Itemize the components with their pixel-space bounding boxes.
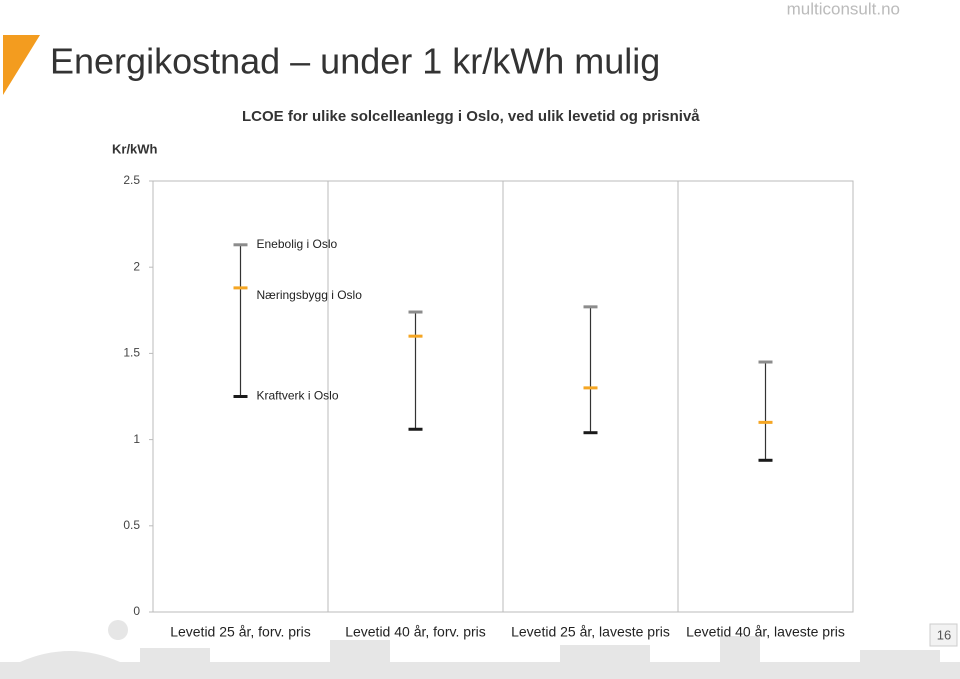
y-tick-label: 0 bbox=[133, 604, 140, 618]
slide-title: Energikostnad – under 1 kr/kWh mulig bbox=[50, 41, 660, 82]
page-box bbox=[929, 623, 958, 647]
chart-subtitle: LCOE for ulike solcelleanlegg i Oslo, ve… bbox=[242, 108, 700, 125]
x-tick-label: Levetid 40 år, laveste pris bbox=[686, 624, 845, 640]
legend-label: Næringsbygg i Oslo bbox=[257, 288, 363, 302]
y-tick-label: 1 bbox=[133, 432, 140, 446]
legend-label: Enebolig i Oslo bbox=[257, 237, 338, 251]
y-tick-label: 1.5 bbox=[123, 346, 140, 360]
brand: multiconsult.no bbox=[787, 0, 900, 18]
skyline bbox=[0, 620, 960, 679]
y-axis-label: Kr/kWh bbox=[112, 141, 158, 156]
x-tick-label: Levetid 25 år, forv. pris bbox=[170, 624, 311, 640]
logo-triangle bbox=[3, 35, 40, 95]
x-tick-label: Levetid 40 år, forv. pris bbox=[345, 624, 486, 640]
x-tick-label: Levetid 25 år, laveste pris bbox=[511, 624, 670, 640]
y-tick-label: 2.5 bbox=[123, 173, 140, 187]
y-tick-label: 0.5 bbox=[123, 518, 140, 532]
y-tick-label: 2 bbox=[133, 259, 140, 273]
page-number: 16 bbox=[937, 627, 951, 642]
legend-label: Kraftverk i Oslo bbox=[257, 389, 339, 403]
